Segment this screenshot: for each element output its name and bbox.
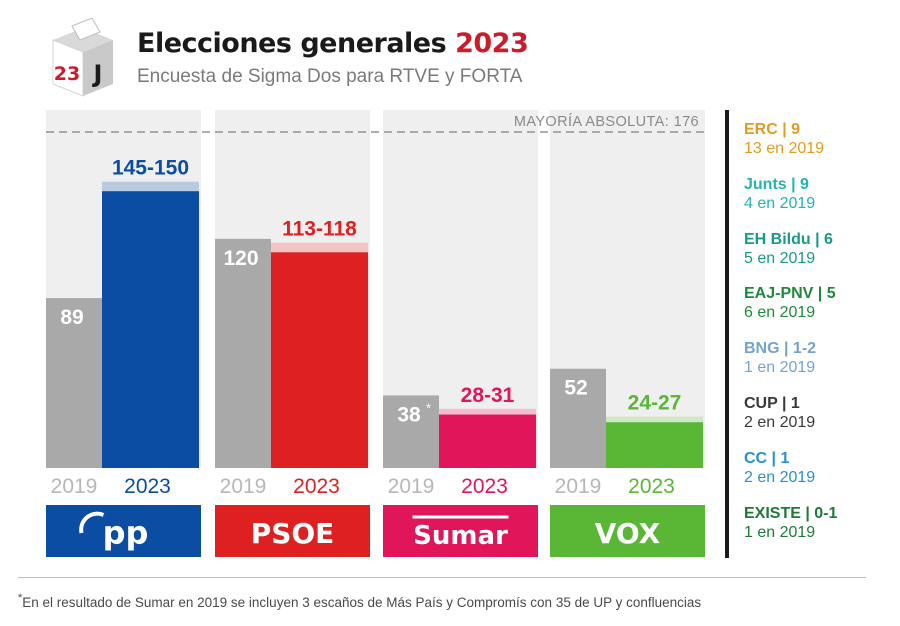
note-marker-sumar: *	[426, 400, 431, 415]
other-party-name: BNG | 1-2	[744, 340, 817, 358]
year-label-2023-pp: 2023	[124, 475, 171, 498]
year-label-2019-sumar: 2019	[388, 475, 435, 498]
other-party-item: EXISTE | 0-1 1 en 2019	[744, 504, 837, 542]
bar-2019-vox	[550, 368, 606, 468]
other-party-previous: 5 en 2019	[744, 249, 816, 267]
bar-2023-vox	[606, 422, 703, 468]
sidebar-divider	[725, 110, 729, 558]
year-label-2023-sumar: 2023	[461, 475, 508, 498]
other-party-previous: 1 en 2019	[744, 359, 816, 377]
value-label-2019-psoe: 120	[223, 247, 258, 270]
other-party-name: Junts | 9	[744, 175, 809, 193]
logo-number: 23	[54, 63, 80, 85]
party-logo-panel-vox	[550, 505, 705, 557]
page-subtitle: Encuesta de Sigma Dos para RTVE y FORTA	[137, 66, 523, 87]
party-logo-text-vox: VOX	[595, 517, 661, 550]
year-label-2023-vox: 2023	[628, 475, 675, 498]
other-party-name: EH Bildu | 6	[744, 230, 833, 248]
elections-23j-logo: 23 J	[52, 18, 113, 97]
pp-logo-arc	[79, 511, 105, 534]
value-label-2019-pp: 89	[60, 306, 83, 329]
title-year: 2023	[455, 28, 529, 59]
other-party-item: BNG | 1-2 1 en 2019	[744, 339, 816, 377]
year-label-2023-psoe: 2023	[293, 475, 340, 498]
value-label-2019-sumar: 38	[397, 403, 421, 426]
other-party-previous: 1 en 2019	[744, 523, 816, 541]
value-label-2023-pp: 145-150	[112, 157, 189, 180]
footnote-marker: *	[18, 592, 23, 604]
other-party-name: ERC | 9	[744, 121, 801, 138]
footnote: *En el resultado de Sumar en 2019 se inc…	[18, 592, 701, 610]
bar-2019-pp	[46, 298, 102, 468]
year-label-2019-psoe: 2019	[220, 475, 267, 498]
other-party-item: ERC | 9 13 en 2019	[744, 120, 824, 158]
bar-2023-pp	[102, 191, 199, 468]
majority-label: MAYORÍA ABSOLUTA: 176	[514, 113, 699, 130]
footnote-divider	[18, 577, 866, 578]
year-label-2019-vox: 2019	[555, 475, 602, 498]
value-label-2023-psoe: 113-118	[282, 218, 357, 241]
bar-2023-range-pp	[102, 181, 199, 192]
ballot-paper-icon	[71, 18, 101, 41]
footnote-text: En el resultado de Sumar en 2019 se incl…	[22, 595, 702, 610]
other-party-previous: 6 en 2019	[744, 304, 816, 322]
bar-2023-psoe	[271, 252, 368, 468]
value-label-2023-vox: 24-27	[628, 391, 682, 414]
other-party-name: EAJ-PNV | 5	[744, 285, 836, 303]
bar-2019-sumar	[383, 395, 439, 468]
bar-2023-range-psoe	[271, 242, 368, 253]
other-party-name: EXISTE | 0-1	[744, 504, 838, 522]
party-logo-text-pp: pp	[103, 514, 149, 552]
bar-2023-range-sumar	[439, 408, 536, 415]
other-party-previous: 4 en 2019	[744, 194, 816, 212]
page-title: Elecciones generales 2023	[137, 28, 529, 59]
party-logo-panel-sumar	[383, 505, 538, 557]
bar-2023-sumar	[439, 414, 536, 468]
bar-2019-psoe	[215, 238, 271, 468]
logo-letter: J	[92, 60, 103, 88]
other-party-previous: 13 en 2019	[744, 140, 825, 157]
party-logo-text-sumar: Sumar	[413, 521, 508, 551]
year-label-2019-pp: 2019	[51, 475, 98, 498]
party-logo-text-psoe: PSOE	[251, 517, 335, 550]
value-label-2023-sumar: 28-31	[461, 384, 515, 407]
other-party-name: CUP | 1	[744, 395, 800, 412]
other-party-item: CUP | 1 2 en 2019	[744, 394, 815, 432]
other-party-previous: 2 en 2019	[744, 414, 816, 431]
title-main: Elecciones generales	[137, 28, 447, 59]
other-party-previous: 2 en 2019	[744, 468, 816, 486]
party-logo-panel-psoe	[215, 505, 370, 557]
other-party-name: CC | 1	[744, 449, 790, 467]
party-logo-panel-pp	[46, 505, 201, 557]
bar-2023-range-vox	[606, 416, 703, 423]
value-label-2019-vox: 52	[564, 377, 587, 400]
